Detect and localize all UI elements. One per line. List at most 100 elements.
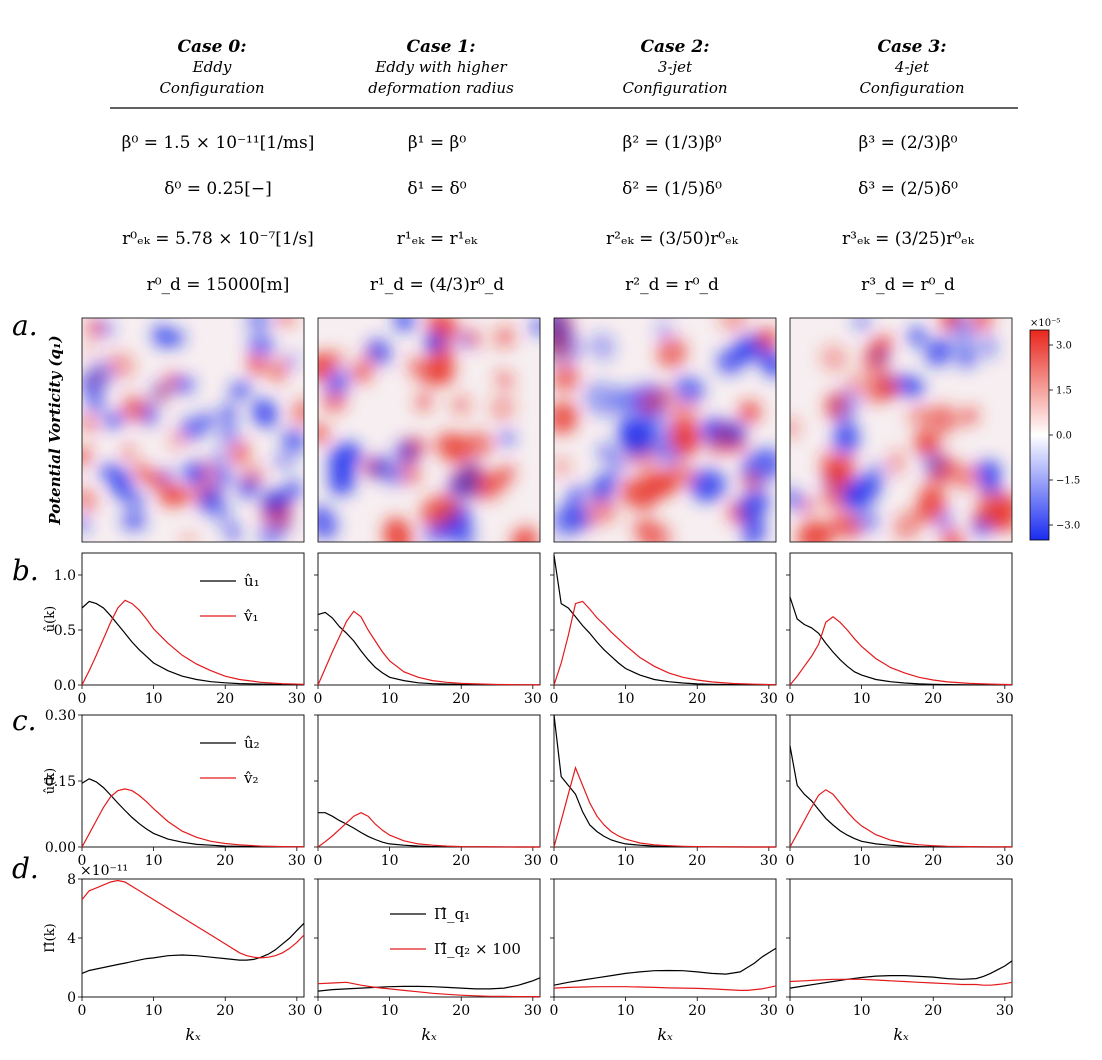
case-2-subtitle-1: 3-jet: [658, 58, 693, 76]
x-tick-label: 10: [145, 691, 163, 707]
x-tick-label: 20: [688, 853, 706, 869]
x-tick-label: 30: [524, 853, 542, 869]
case-2-param-rek: r²ₑₖ = (3/50)r⁰ₑₖ: [606, 229, 739, 249]
x-tick-label: 10: [381, 1003, 399, 1019]
chart-panel-d-1: 0 10 20 30 kₓ Π̂_q₁ Π̂_q₂ × 100: [314, 878, 542, 1044]
y-tick-label: 0: [67, 990, 76, 1006]
x-tick-label: 0: [314, 1003, 323, 1019]
chart-panel-c-3: 0 10 20 30: [786, 714, 1014, 869]
y-tick-label: 4: [67, 931, 76, 947]
series-line-0: [81, 600, 305, 686]
pv-field-frame: [81, 317, 305, 543]
case-0-param-rek: r⁰ₑₖ = 5.78 × 10⁻⁷[1/s]: [122, 229, 314, 249]
x-tick-label: 30: [996, 853, 1014, 869]
series-line-1: [81, 879, 305, 959]
x-tick-label: 10: [617, 853, 635, 869]
series-line-0: [789, 596, 1012, 686]
case-2-title: Case 2:: [641, 37, 710, 57]
case-2-subtitle-2: Configuration: [622, 79, 727, 97]
chart-panel-b-2: 0 10 20 30: [550, 552, 778, 707]
x-tick-label: 20: [924, 853, 942, 869]
series-line-0: [317, 977, 541, 992]
x-tick-label: 10: [381, 853, 399, 869]
case-0-param-beta: β⁰ = 1.5 × 10⁻¹¹[1/ms]: [122, 133, 315, 153]
chart-panel-d-0: 0 10 20 30 0 4 8 kₓ: [67, 872, 306, 1044]
series-line-0: [81, 922, 305, 974]
x-tick-label: 0: [786, 853, 795, 869]
y-tick-label: 0.00: [45, 840, 76, 856]
series-line-1: [317, 981, 540, 998]
y-axis-label: û(k): [43, 606, 58, 632]
plot-frame: [317, 878, 541, 998]
series-line-0: [553, 714, 776, 848]
pv-field-case-3: [789, 317, 1013, 543]
x-tick-label: 20: [216, 1003, 234, 1019]
case-1-title: Case 1:: [407, 37, 476, 57]
legend: Π̂_q₁ Π̂_q₂ × 100: [390, 905, 521, 958]
chart-panel-b-0: 0 10 20 30 0.0 0.5 1.0 û₁ v̂₁: [54, 552, 306, 707]
colorbar-tick-label: 3.0: [1056, 341, 1072, 352]
chart-panel-b-1: 0 10 20 30: [314, 552, 542, 707]
case-3-param-beta: β³ = (2/3)β⁰: [859, 133, 958, 153]
plot-frame: [81, 714, 305, 848]
case-1-param-rd: r¹_d = (4/3)r⁰_d: [370, 275, 504, 295]
pv-field-case-1: [317, 317, 541, 543]
x-tick-label: 0: [78, 853, 87, 869]
y-axis-exponent: ×10⁻¹¹: [80, 863, 128, 879]
case-0-param-delta: δ⁰ = 0.25[−]: [164, 179, 271, 199]
case-1-param-delta: δ¹ = δ⁰: [407, 179, 466, 199]
colorbar: ×10⁻⁵ 3.0 1.5 0.0 −1.5 −3.0: [1029, 318, 1080, 541]
x-tick-label: 0: [550, 853, 559, 869]
x-tick-label: 10: [381, 691, 399, 707]
pv-ylabel: Potential Vorticity (q₁): [46, 335, 64, 525]
y-tick-label: 0.15: [45, 774, 76, 790]
series-line-1: [553, 985, 777, 991]
plot-frame: [789, 552, 1013, 686]
case-2-param-rd: r²_d = r⁰_d: [625, 275, 719, 295]
spectra-charts: 0 10 20 30 0.0 0.5 1.0 û₁ v̂₁ 0 10 20 30 0 10 20 30 0 10 20…: [43, 552, 1014, 1044]
x-tick-label: 30: [760, 1003, 778, 1019]
pv-field-frame: [553, 317, 777, 543]
series-line-1: [81, 788, 305, 848]
x-axis-label: kₓ: [893, 1025, 909, 1044]
pv-field-frame: [317, 317, 541, 543]
case-3-param-delta: δ³ = (2/5)δ⁰: [858, 179, 958, 199]
x-tick-label: 30: [996, 691, 1014, 707]
case-0-subtitle-2: Configuration: [159, 79, 264, 97]
colorbar-exponent: ×10⁻⁵: [1030, 318, 1060, 329]
series-line-1: [317, 610, 541, 686]
x-tick-label: 20: [216, 853, 234, 869]
colorbar-tick-label: 1.5: [1056, 386, 1072, 397]
pv-field-case-0: [81, 317, 305, 543]
x-tick-label: 30: [524, 1003, 542, 1019]
chart-row-d: 0 10 20 30 0 4 8 kₓ 0 10 20 30 kₓ Π̂_q₁ Π̂_q₂ × 100 0 10…: [43, 863, 1014, 1044]
x-tick-label: 10: [145, 1003, 163, 1019]
x-tick-label: 10: [853, 1003, 871, 1019]
row-label-b: b.: [12, 554, 39, 587]
case-3-subtitle-1: 4-jet: [894, 58, 930, 76]
row-label-d: d.: [12, 852, 39, 885]
series-line-1: [81, 599, 305, 686]
legend: û₂ v̂₂: [200, 734, 260, 787]
series-line-1: [789, 978, 1013, 986]
x-tick-label: 10: [145, 853, 163, 869]
series-line-0: [81, 778, 305, 848]
y-tick-label: 0.5: [54, 623, 76, 639]
x-tick-label: 20: [688, 691, 706, 707]
x-axis-label: kₓ: [421, 1025, 437, 1044]
case-0-param-rd: r⁰_d = 15000[m]: [147, 275, 290, 295]
x-axis-label: kₓ: [185, 1025, 201, 1044]
x-tick-label: 0: [550, 691, 559, 707]
chart-row-c: 0 10 20 30 0.00 0.15 0.30 û₂ v̂₂ 0 10 20 30 0 10 20 30 0 1…: [43, 708, 1014, 869]
x-tick-label: 20: [688, 1003, 706, 1019]
series-line-0: [789, 745, 1012, 848]
legend-label: û₂: [244, 734, 260, 752]
case-0-title: Case 0:: [178, 37, 247, 57]
x-tick-label: 0: [314, 691, 323, 707]
plot-frame: [553, 714, 777, 848]
legend: û₁ v̂₁: [200, 572, 260, 625]
series-line-1: [317, 812, 540, 848]
x-tick-label: 0: [550, 1003, 559, 1019]
y-tick-label: 8: [67, 872, 76, 888]
